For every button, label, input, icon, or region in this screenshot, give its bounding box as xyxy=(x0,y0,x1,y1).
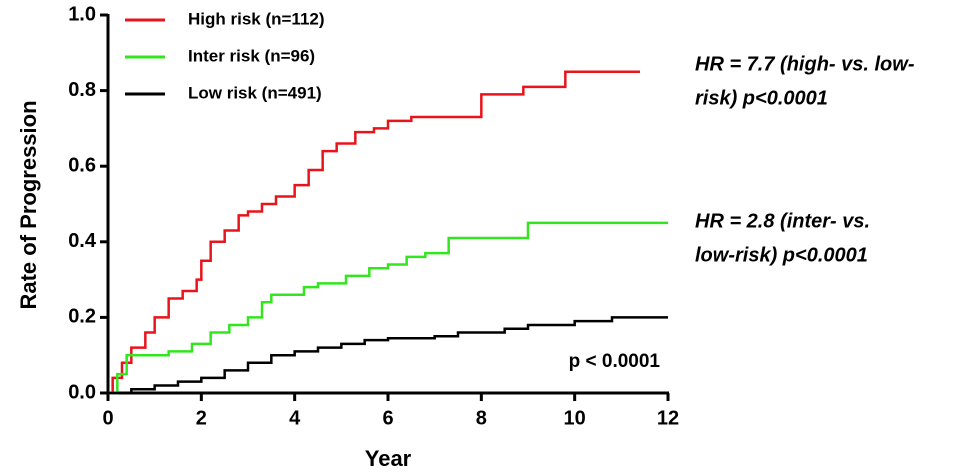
x-tick-label: 2 xyxy=(196,407,207,429)
y-tick-label: 0.0 xyxy=(68,381,96,403)
y-axis-title: Rate of Progression xyxy=(16,100,41,309)
y-tick-label: 1.0 xyxy=(68,3,96,25)
step-line xyxy=(108,70,640,395)
legend-label: Inter risk (n=96) xyxy=(188,46,315,65)
annotation: low-risk) p<0.0001 xyxy=(695,244,868,266)
x-tick-label: 4 xyxy=(289,407,301,429)
x-tick-label: 6 xyxy=(382,407,393,429)
x-axis-title: Year xyxy=(365,446,412,471)
x-tick-label: 12 xyxy=(657,407,679,429)
annotation: risk) p<0.0001 xyxy=(695,87,828,109)
legend-label: High risk (n=112) xyxy=(188,9,325,28)
annotation: p < 0.0001 xyxy=(569,351,661,372)
x-tick-label: 10 xyxy=(564,407,586,429)
step-line xyxy=(108,221,668,395)
y-tick-label: 0.8 xyxy=(68,79,96,101)
step-line xyxy=(108,316,668,395)
legend-label: Low risk (n=491) xyxy=(188,83,322,102)
y-tick-label: 0.6 xyxy=(68,154,96,176)
annotation: HR = 2.8 (inter- vs. xyxy=(695,210,870,232)
y-tick-label: 0.2 xyxy=(68,306,96,328)
x-tick-label: 0 xyxy=(102,407,113,429)
annotation: HR = 7.7 (high- vs. low- xyxy=(695,53,915,75)
y-tick-label: 0.4 xyxy=(68,230,97,252)
x-tick-label: 8 xyxy=(476,407,487,429)
